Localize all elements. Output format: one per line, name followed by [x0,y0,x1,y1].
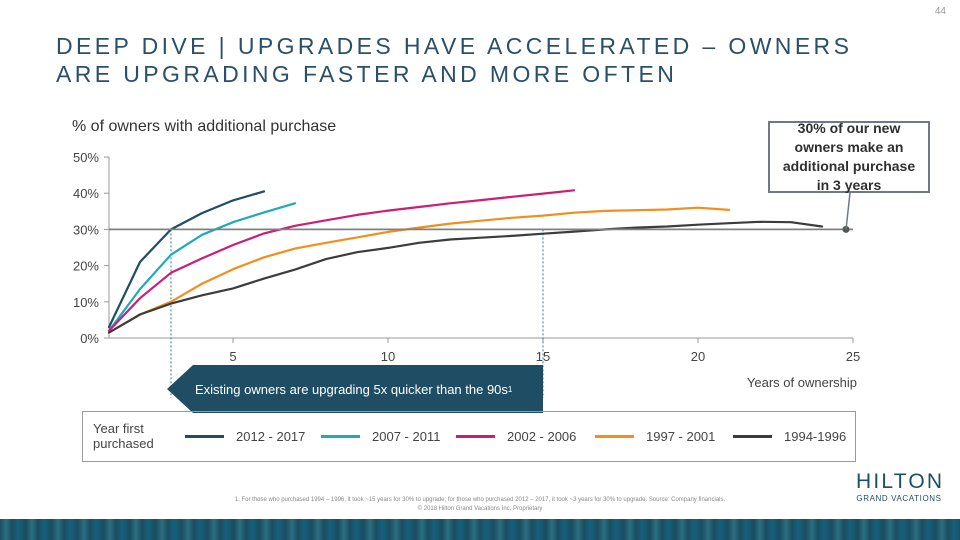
y-tick-label: 20% [73,259,99,274]
legend-label: 2002 - 2006 [507,429,577,444]
legend-item-1994-1996: 1994-1996 [733,429,846,444]
y-tick-label: 50% [73,150,99,165]
series-line-2012-2017 [107,190,266,329]
legend-swatch [185,435,224,438]
slide-title: DEEP DIVE | UPGRADES HAVE ACCELERATED – … [56,33,853,87]
footnote: 1. For those who purchased 1994 – 1996, … [120,496,840,514]
decorative-bottom-band [0,519,960,540]
hilton-grand-vacations-logo: HILTON GRAND VACATIONS [856,471,942,504]
y-tick-label: 10% [73,295,99,310]
legend-item-1997-2001: 1997 - 2001 [595,429,715,444]
legend-swatch [595,435,634,438]
legend-label: 1994-1996 [784,429,847,444]
legend-item-2012-2017: 2012 - 2017 [185,429,305,444]
banner-text: Existing owners are upgrading 5x quicker… [195,381,508,397]
x-tick-label: 15 [536,349,550,364]
footnote-copyright: © 2018 Hilton Grand Vacations Inc. Propr… [417,506,543,512]
upgrade-banner: Existing owners are upgrading 5x quicker… [167,365,543,413]
y-tick-label: 40% [73,186,99,201]
chart-legend: Year first purchased 2012 - 2017 2007 - … [82,411,856,462]
series-line-1994-1996 [107,220,824,334]
legend-swatch [456,435,495,438]
x-axis-label: Years of ownership [747,375,857,390]
legend-label: 1997 - 2001 [646,429,716,444]
y-tick-label: 30% [73,222,99,237]
callout-box: 30% of our new owners make an additional… [768,120,930,193]
x-tick-label: 10 [381,349,395,364]
y-tick-label: 0% [80,331,99,346]
footnote-line-1: 1. For those who purchased 1994 – 1996, … [234,497,726,503]
banner-footnote-marker: 1 [507,384,513,394]
legend-item-2002-2006: 2002 - 2006 [456,429,576,444]
x-tick-label: 20 [691,349,705,364]
x-tick-label: 5 [229,349,236,364]
x-tick-label: 25 [846,349,860,364]
legend-label: 2012 - 2017 [236,429,306,444]
series-line-1997-2001 [107,206,731,334]
logo-main-text: HILTON [856,470,945,493]
banner-text-box: Existing owners are upgrading 5x quicker… [193,365,543,413]
legend-item-2007-2011: 2007 - 2011 [321,429,440,444]
series-line-2002-2006 [107,189,576,332]
page-number: 44 [934,6,946,17]
legend-swatch [321,435,360,438]
logo-sub-text: GRAND VACATIONS [856,494,942,503]
chart-title: % of owners with additional purchase [72,118,337,135]
legend-heading: Year first purchased [93,421,154,451]
legend-swatch [733,435,772,438]
left-arrow-icon [167,365,193,413]
legend-label: 2007 - 2011 [372,429,441,444]
callout-pointer [845,192,851,230]
series-line-2007-2011 [107,202,297,332]
